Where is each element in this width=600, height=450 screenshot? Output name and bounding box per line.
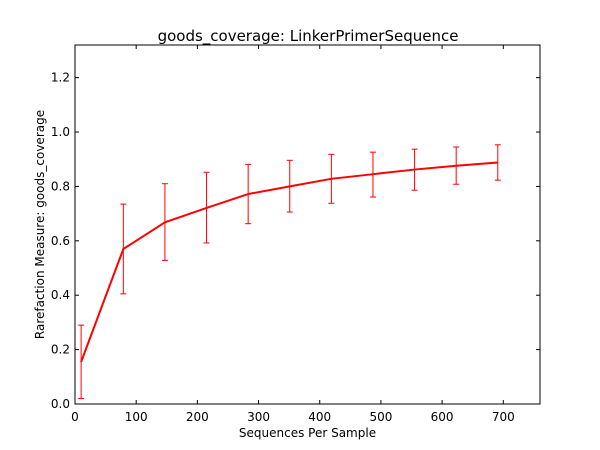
data-point [206, 207, 208, 209]
x-tick-label: 700 [492, 410, 515, 424]
data-point [164, 221, 166, 223]
axis-ticks: 0 100 200 300 400 500 600 700 0.0 0.2 0.4 0.6 0.8 1.0… [51, 45, 540, 424]
axes-frame [74, 44, 541, 405]
data-point [247, 193, 249, 195]
x-tick-label: 400 [308, 410, 331, 424]
x-axis-label: Sequences Per Sample [239, 426, 376, 440]
data-point [414, 169, 416, 171]
x-tick-label: 300 [247, 410, 270, 424]
y-tick-label: 1.2 [51, 71, 70, 85]
chart-title: goods_coverage: LinkerPrimerSequence [158, 27, 459, 46]
data-point [455, 165, 457, 167]
data-point [80, 361, 82, 363]
y-tick-label: 1.0 [51, 125, 70, 139]
data-point [372, 173, 374, 175]
x-tick-label: 0 [71, 410, 79, 424]
y-tick-label: 0.2 [51, 343, 70, 357]
data-point [497, 161, 499, 163]
x-tick-label: 100 [125, 410, 148, 424]
y-tick-label: 0.0 [51, 397, 70, 411]
plot-area [78, 144, 501, 400]
data-point [289, 185, 291, 187]
data-point [330, 178, 332, 180]
error-bar [78, 324, 85, 400]
y-axis-label: Rarefaction Measure: goods_coverage [33, 110, 47, 339]
x-tick-label: 500 [369, 410, 392, 424]
series-line [80, 161, 498, 363]
y-tick-label: 0.6 [51, 234, 70, 248]
y-tick-label: 0.8 [51, 179, 70, 193]
x-tick-label: 200 [186, 410, 209, 424]
data-point [122, 248, 124, 250]
x-tick-label: 600 [431, 410, 454, 424]
y-tick-label: 0.4 [51, 288, 70, 302]
error-bar [494, 144, 501, 181]
